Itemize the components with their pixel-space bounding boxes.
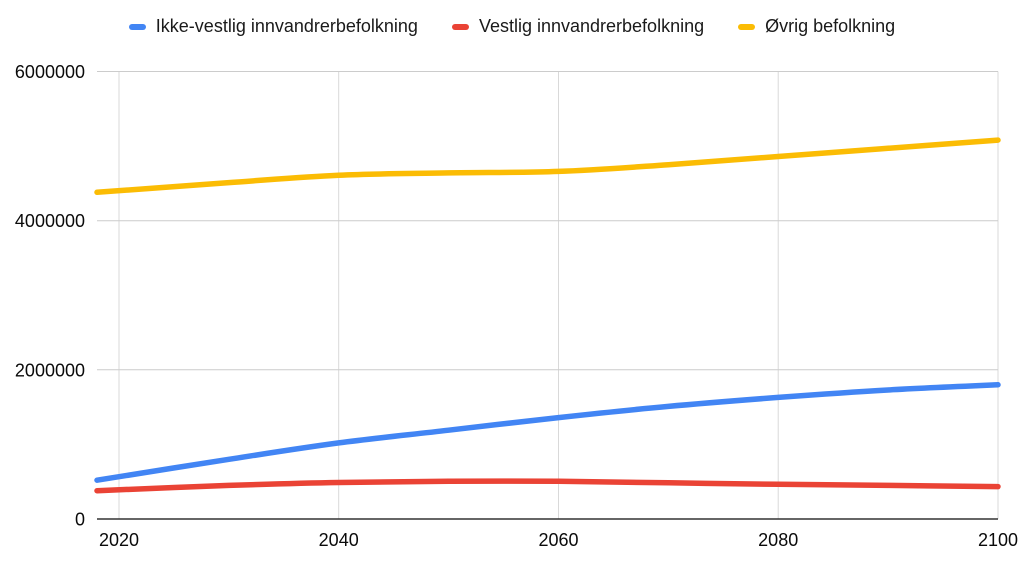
series-line-0 bbox=[94, 382, 1001, 483]
x-axis-tick-label-2100: 2100 bbox=[978, 530, 1018, 550]
series-line-1 bbox=[94, 478, 1001, 494]
y-axis-tick-label-6000000: 6000000 bbox=[15, 62, 85, 82]
x-axis-tick-label-2020: 2020 bbox=[99, 530, 139, 550]
series-line-2 bbox=[94, 137, 1001, 196]
y-axis-tick-label-0: 0 bbox=[75, 510, 85, 530]
y-axis-tick-label-2000000: 2000000 bbox=[15, 360, 85, 380]
x-axis-tick-label-2040: 2040 bbox=[319, 530, 359, 550]
x-axis-tick-label-2080: 2080 bbox=[758, 530, 798, 550]
y-axis-tick-label-4000000: 4000000 bbox=[15, 211, 85, 231]
x-axis-tick-label-2060: 2060 bbox=[538, 530, 578, 550]
